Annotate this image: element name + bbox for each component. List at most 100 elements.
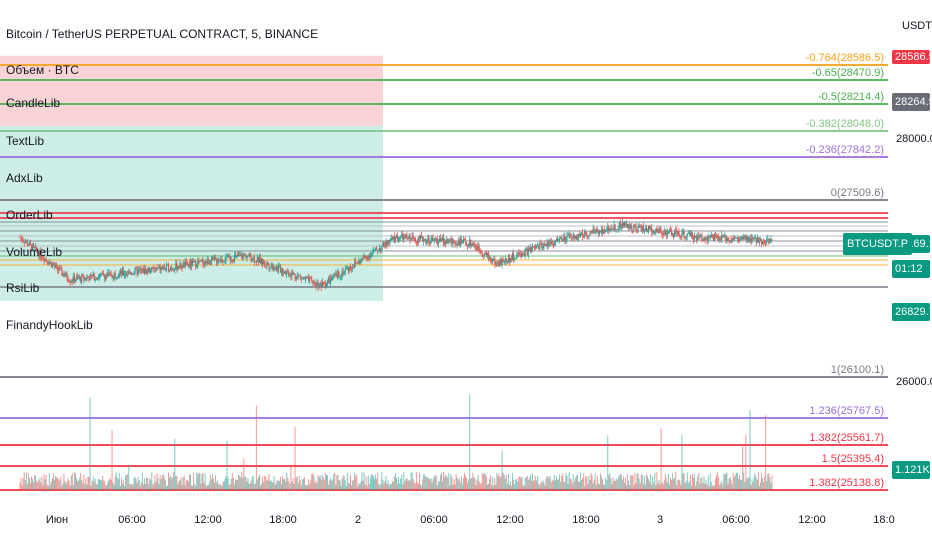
price-unit: USDT [902,20,932,32]
candle-body [198,261,200,263]
indicator-rsilib[interactable]: RsiLib [6,281,40,295]
candle-body [400,236,402,238]
volume-bar [602,479,604,490]
volume-bar [351,485,353,490]
candle-body [394,237,397,241]
indicator-finandyhooklib[interactable]: FinandyHookLib [6,318,93,332]
volume-bar [725,473,727,490]
candle-body [160,267,162,271]
candle-body [246,256,248,259]
candle-body [738,240,741,242]
volume-bar [32,479,34,490]
candle-body [514,258,516,260]
volume-bar [480,483,482,490]
volume-bar [492,476,494,490]
candle-body [53,265,56,267]
candle-body [719,237,721,240]
candle-body [271,264,273,267]
volume-bar [353,480,355,490]
candle-body [577,234,580,238]
candle-body [396,235,399,240]
volume-bar [113,484,115,490]
candle-body [473,245,475,247]
indicator-adxlib[interactable]: AdxLib [6,171,43,185]
candle-body [589,230,591,236]
candle-body [511,253,514,260]
volume-bar [207,485,209,490]
volume-bar [415,472,417,490]
candle-body [576,237,579,240]
candle-body [289,274,291,276]
volume-bar [169,477,171,490]
candle-body [510,258,513,260]
candle-body [322,282,324,284]
candle-body [669,230,672,231]
indicator-volume[interactable]: Объем · BTC [6,63,79,77]
volume-bar [662,484,664,490]
price-tag-28264: 28264.5 [892,93,932,111]
candle-body [175,263,177,270]
indicator-textlib[interactable]: TextLib [6,134,45,148]
candle-body [590,230,592,232]
volume-bar [701,477,703,490]
candle-body [680,235,682,237]
candle-body [249,253,251,258]
candle-body [639,225,641,228]
volume-bar [446,475,448,490]
volume-bar [339,480,341,490]
candle-body [698,234,700,237]
volume-bar [77,481,79,490]
volume-bar [265,476,267,490]
volume-bar [402,484,404,490]
indicator-orderlib[interactable]: OrderLib [6,208,53,222]
candle-body [526,249,528,255]
candle-body [543,243,545,247]
candle-body [220,258,222,262]
volume-bar [195,485,197,490]
volume-bar [319,475,321,490]
candle-body [344,269,346,273]
volume-bar [270,480,272,490]
candle-body [107,272,109,276]
candle-body [178,267,180,269]
candle-body [108,272,110,273]
volume-bar [614,480,616,490]
volume-bar [686,472,688,490]
candle-body [291,272,293,277]
candle-body [364,255,366,257]
candle-body [328,278,331,284]
candle-body [379,247,381,251]
price-tag-countdown: 01:12 [892,260,930,278]
fib-level-label: 1(26100.1) [831,364,884,376]
volume-bar [557,479,559,490]
indicator-volumelib[interactable]: VolumeLib [6,245,63,259]
volume-bar [146,477,148,490]
volume-bar [314,482,316,490]
volume-bar [554,480,556,490]
volume-bar [362,480,364,490]
volume-bar [288,480,290,490]
volume-bar [437,481,439,490]
candle-body [154,268,156,270]
volume-bar [46,484,48,490]
candle-body [729,240,731,242]
volume-bar [444,476,446,490]
volume-bar [508,484,510,490]
volume-bar [755,477,757,490]
volume-bar [753,475,755,490]
candle-body [97,277,100,279]
candle-body [493,258,495,261]
volume-bar [43,474,45,490]
candle-body [179,263,181,269]
volume-bar [613,481,615,490]
volume-bar [410,472,412,490]
candle-body [94,278,96,281]
indicator-candlelib[interactable]: CandleLib [6,96,61,110]
candle-body [573,234,575,239]
candle-body [684,237,686,238]
volume-bar [25,472,27,490]
candle-body [718,237,720,240]
volume-bar [768,473,770,490]
